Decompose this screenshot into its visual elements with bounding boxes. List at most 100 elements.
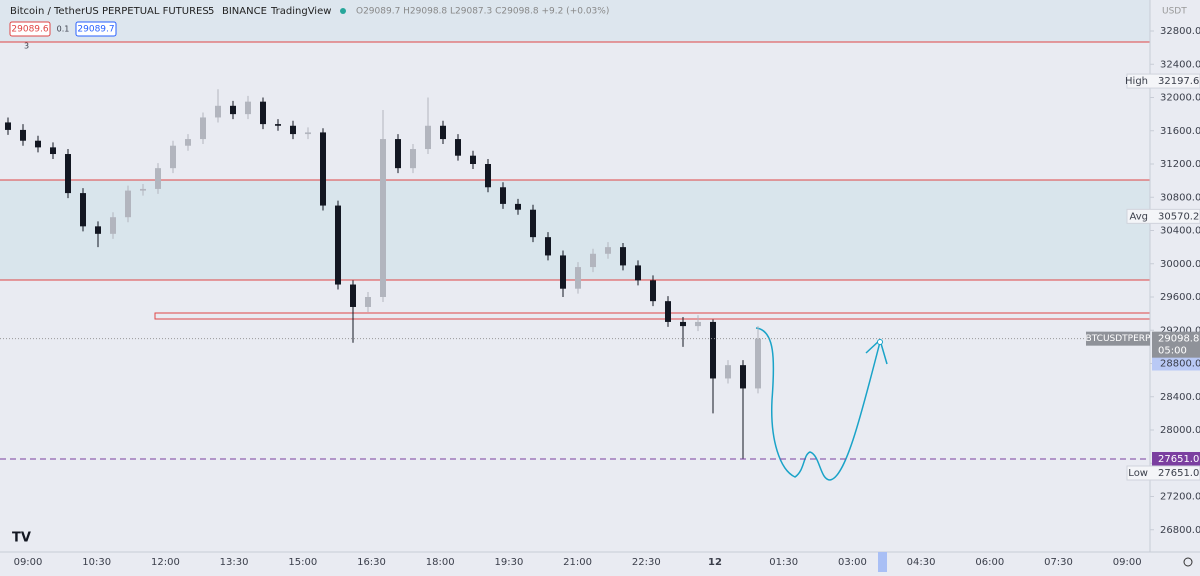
candle-body — [590, 253, 596, 268]
candle-body — [260, 101, 266, 125]
x-tick-label: 01:30 — [769, 557, 798, 568]
candle-body — [20, 129, 26, 141]
candle-body — [395, 139, 401, 169]
candle-body — [50, 147, 56, 155]
candle-body — [695, 321, 701, 327]
y-tick-label: 30800.0 — [1160, 192, 1200, 203]
price-label: 29098.8 — [1158, 334, 1199, 345]
x-tick-label: 16:30 — [357, 557, 386, 568]
candle-body — [35, 140, 41, 148]
y-tick-label: 27200.0 — [1160, 492, 1200, 503]
x-tick-label: 10:30 — [82, 557, 111, 568]
x-tick-label: 15:00 — [288, 557, 317, 568]
y-tick-label: 29600.0 — [1160, 292, 1200, 303]
indicators-count[interactable]: 3 — [24, 42, 29, 51]
candle-body — [410, 149, 416, 169]
spread: 0.1 — [57, 25, 70, 34]
symbol-label: BTCUSDTPERP — [1086, 334, 1152, 344]
candle-body — [380, 139, 386, 297]
y-tick-label: 31200.0 — [1160, 159, 1200, 170]
x-tick-label: 21:00 — [563, 557, 592, 568]
candle-body — [650, 280, 656, 302]
candle-body — [215, 105, 221, 118]
y-tick-label: 30000.0 — [1160, 259, 1200, 270]
candle-body — [680, 321, 686, 327]
y-tick-label: 28000.0 — [1160, 425, 1200, 436]
candle-body — [485, 164, 491, 188]
candle-body — [710, 321, 716, 379]
candle-body — [455, 139, 461, 156]
x-tick-label: 12 — [708, 557, 722, 568]
y-tick-label: 32000.0 — [1160, 93, 1200, 104]
candle-body — [560, 255, 566, 289]
candle-body — [635, 265, 641, 281]
drawing-handle — [877, 339, 883, 345]
x-tick-label: 09:00 — [1113, 557, 1142, 568]
symbol-tag — [1086, 331, 1150, 346]
candle-body — [755, 338, 761, 389]
x-tick-label: 03:00 — [838, 557, 867, 568]
y-tick-label: 32400.0 — [1160, 59, 1200, 70]
candle-body — [440, 125, 446, 140]
bid: 29089.6 — [11, 25, 48, 35]
candle-body — [275, 124, 281, 126]
zone-mid — [0, 180, 1150, 280]
x-tick-label: 09:00 — [14, 557, 43, 568]
y-tick-label: 29200.0 — [1160, 325, 1200, 336]
symbol: Bitcoin / TetherUS PERPETUAL FUTURES — [10, 6, 209, 17]
tag-name: High — [1125, 76, 1148, 87]
y-tick-label: 32800.0 — [1160, 26, 1200, 37]
x-tick-label: 18:00 — [426, 557, 455, 568]
ask: 29089.7 — [77, 25, 114, 35]
status-dot — [340, 8, 346, 14]
candle-body — [5, 122, 11, 130]
y-tick-label: 28400.0 — [1160, 392, 1200, 403]
x-tick-label: 19:30 — [494, 557, 523, 568]
candle-body — [575, 267, 581, 289]
exchange: BINANCE — [222, 6, 267, 17]
candle-body — [110, 217, 116, 234]
crosshair-tag — [1152, 356, 1200, 371]
candle-body — [320, 132, 326, 206]
candle-body — [65, 154, 71, 194]
tag-name: Low — [1128, 468, 1148, 479]
candle-body — [500, 187, 506, 204]
source: TradingView — [270, 6, 331, 17]
candle-body — [545, 237, 551, 256]
y-tick-label: 26800.0 — [1160, 525, 1200, 536]
price-tag — [1152, 331, 1200, 358]
y-tick-label: 30400.0 — [1160, 226, 1200, 237]
candle-body — [140, 188, 146, 191]
candle-body — [230, 105, 236, 115]
logo: TV — [12, 531, 31, 546]
x-tick-label: 22:30 — [632, 557, 661, 568]
ask-box[interactable] — [75, 21, 117, 37]
tag-value: 32197.6 — [1158, 76, 1199, 87]
candle-body — [200, 117, 206, 140]
drawing — [755, 327, 881, 481]
candle-body — [350, 284, 356, 307]
y-tick-label: 28800.0 — [1160, 359, 1200, 370]
ohlc: O29089.7 H29098.8 L29087.3 C29098.8 +9.2… — [356, 7, 609, 17]
y-tick-label: 31600.0 — [1160, 126, 1200, 137]
tag-bg — [1126, 73, 1200, 89]
tag-name: Avg — [1129, 211, 1148, 222]
candle-body — [305, 132, 311, 135]
x-tick-label: 04:30 — [907, 557, 936, 568]
currency[interactable]: USDT — [1162, 7, 1187, 17]
tag-bg — [1126, 465, 1200, 481]
bid-box[interactable] — [9, 21, 51, 37]
settings[interactable] — [1183, 557, 1193, 567]
x-tick-label: 06:00 — [975, 557, 1004, 568]
x-tick-label: 13:30 — [220, 557, 249, 568]
x-tick-label: 12:00 — [151, 557, 180, 568]
countdown: 05:00 — [1158, 346, 1187, 357]
candle-body — [155, 168, 161, 189]
candle-body — [365, 297, 371, 307]
candle-body — [530, 209, 536, 238]
candle-body — [605, 247, 611, 254]
time-highlight — [878, 552, 887, 572]
candle-body — [425, 125, 431, 150]
candle-body — [620, 247, 626, 266]
